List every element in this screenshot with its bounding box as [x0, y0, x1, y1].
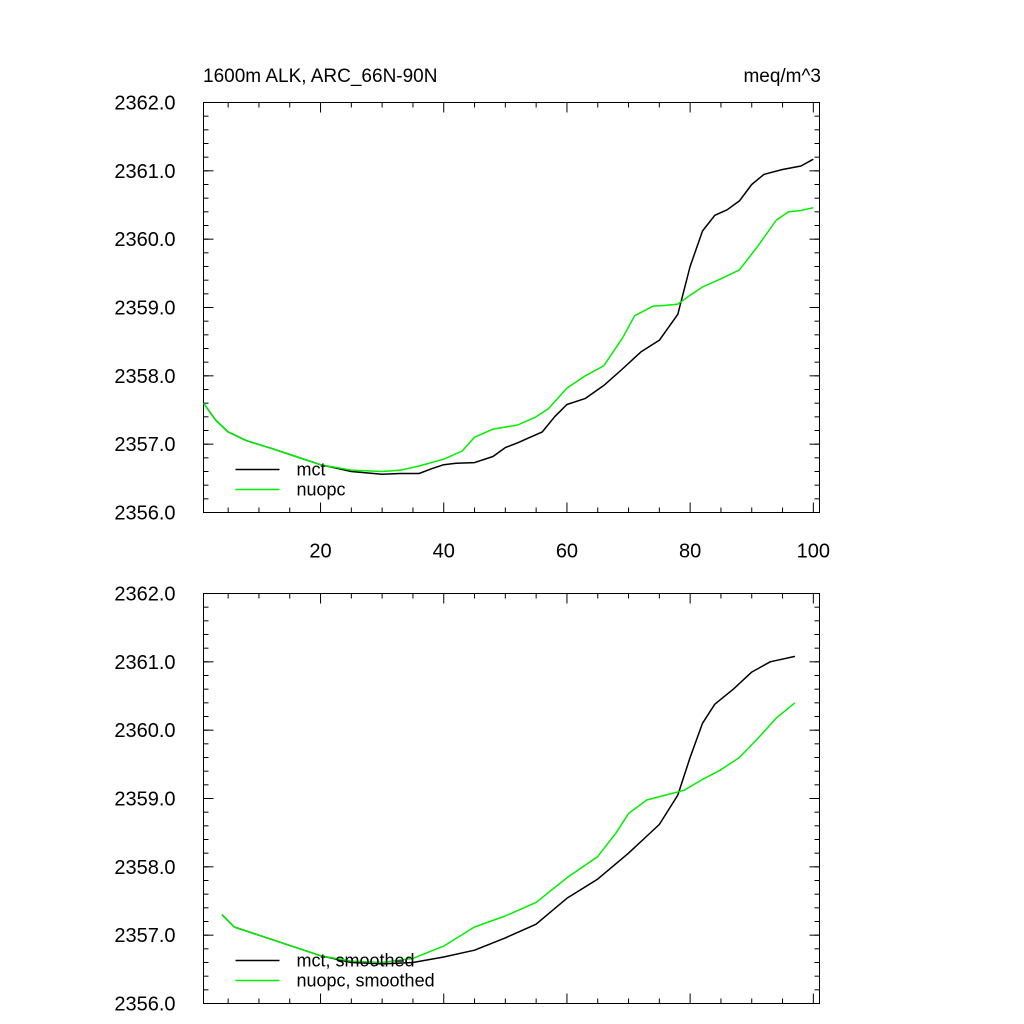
series-line-nuopc: [202, 206, 814, 473]
y-tick-label: 2359.0: [114, 298, 175, 320]
series-lines: [202, 158, 814, 475]
y-tick-label: 2360.0: [114, 720, 175, 742]
y-tick-label: 2356.0: [114, 503, 175, 525]
bottom-panel: 2356.0 2357.0 2358.0 2359.0 2360.0 2361.0 2362…: [114, 584, 820, 1016]
top-panel: 1600m ALK, ARC_66N-90N meq/m^3 2356.0235…: [114, 66, 830, 563]
legend-label: nuopc, smoothed: [297, 971, 435, 991]
chart-units-label: meq/m^3: [743, 66, 821, 87]
series-lines: [221, 655, 796, 965]
y-tick-label: 2362.0: [114, 93, 175, 115]
x-tick-label: 20: [309, 541, 331, 563]
y-tick-label: 2361.0: [114, 652, 175, 674]
y-tick-label: 2361.0: [114, 161, 175, 183]
y-tick-label: 2357.0: [114, 434, 175, 456]
series-line-mct-smoothed: [221, 655, 796, 965]
axis-ticks: [203, 593, 820, 1004]
y-tick-label: 2357.0: [114, 925, 175, 947]
y-axis-tick-labels: 2356.0 2357.0 2358.0 2359.0 2360.0 2361.0 2362…: [114, 584, 175, 1016]
y-tick-label: 2358.0: [114, 366, 175, 388]
y-tick-label: 2356.0: [114, 994, 175, 1016]
legend-label: mct, smoothed: [297, 951, 415, 971]
legend-label: nuopc: [297, 480, 346, 500]
y-axis-tick-labels: 2356.0 2357.0 2358.0 2359.0 2360.0 2361.0 2362…: [114, 93, 175, 525]
axis-ticks: [203, 102, 820, 513]
x-tick-label: 40: [433, 541, 455, 563]
y-tick-label: 2360.0: [114, 229, 175, 251]
plot-frame: [203, 593, 820, 1004]
y-tick-label: 2362.0: [114, 584, 175, 606]
y-tick-label: 2358.0: [114, 857, 175, 879]
y-tick-label: 2359.0: [114, 789, 175, 811]
x-tick-label: 80: [679, 541, 701, 563]
x-tick-label: 100: [797, 541, 830, 563]
chart-title-left: 1600m ALK, ARC_66N-90N: [203, 66, 437, 87]
x-axis-tick-labels: 20 40 60 80 100: [309, 541, 830, 563]
x-tick-label: 60: [556, 541, 578, 563]
legend-label: mct: [297, 460, 326, 480]
series-line-nuopc-smoothed: [221, 702, 796, 964]
plot-frame: [203, 102, 820, 513]
